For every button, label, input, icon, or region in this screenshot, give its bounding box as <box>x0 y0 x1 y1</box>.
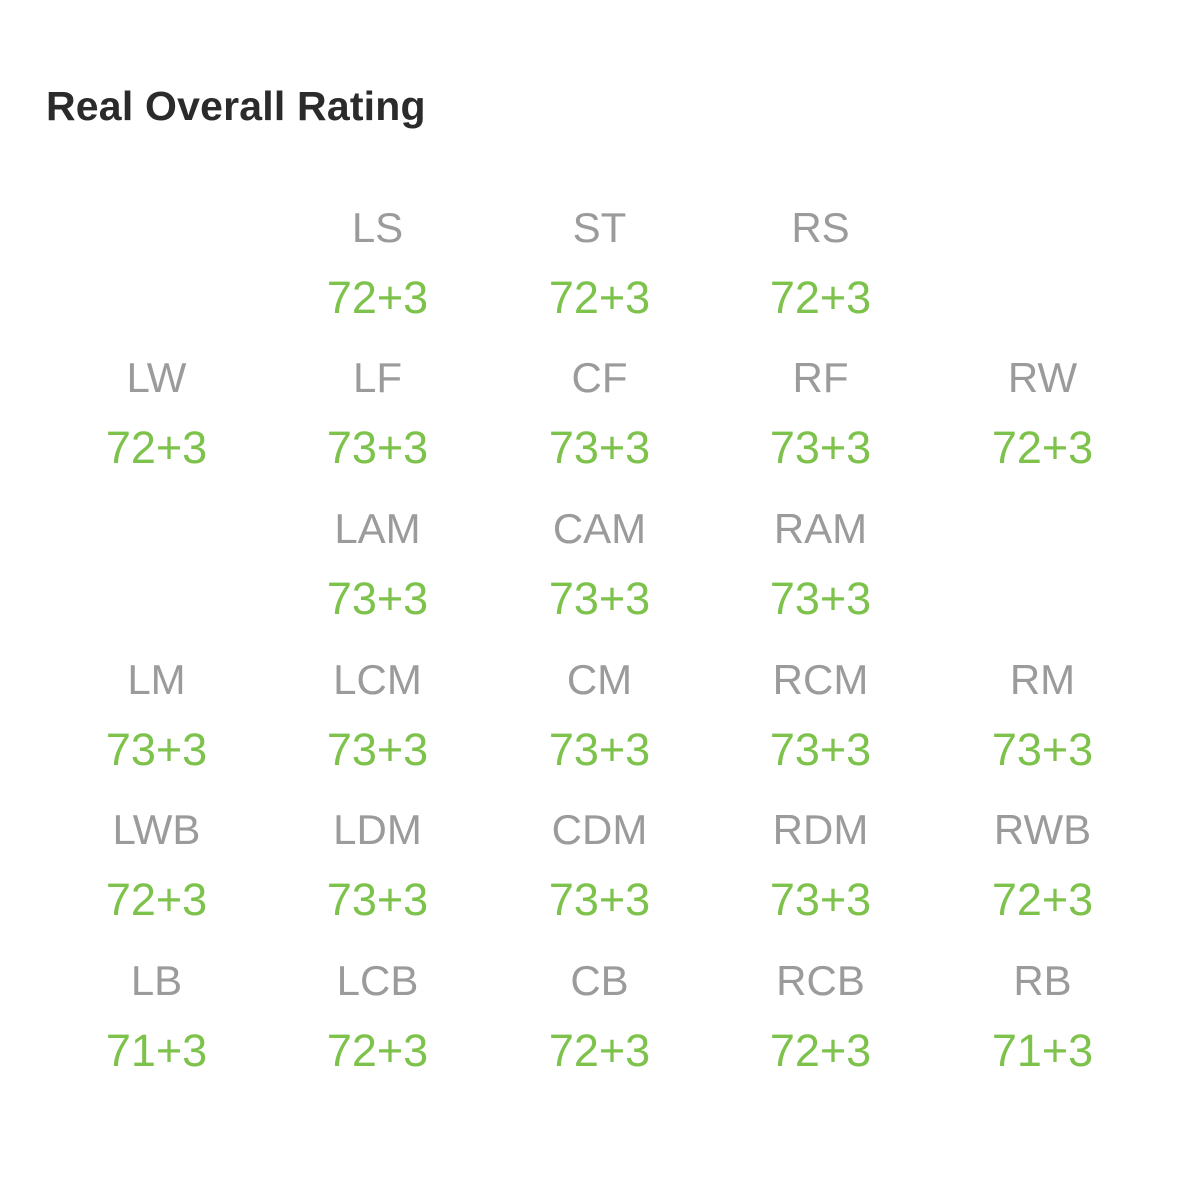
position-label: LB <box>130 957 183 1004</box>
position-label: LWB <box>112 806 201 853</box>
position-cell-rcm: RCM 73+3 <box>710 645 931 785</box>
position-label: RWB <box>993 806 1092 853</box>
rating-value: 72+3 <box>991 874 1094 925</box>
position-cell-rw: RW 72+3 <box>932 343 1153 483</box>
position-cell-cf: CF 73+3 <box>489 343 710 483</box>
position-label: CDM <box>551 806 648 853</box>
position-label: CB <box>570 957 629 1004</box>
position-label: RW <box>1007 354 1078 401</box>
rating-value: 73+3 <box>326 874 429 925</box>
rating-value: 73+3 <box>769 422 872 473</box>
position-label: RB <box>1013 957 1072 1004</box>
rating-value: 73+3 <box>105 724 208 775</box>
position-cell-rdm: RDM 73+3 <box>710 795 931 935</box>
position-label: LS <box>351 204 404 251</box>
position-cell-lcm: LCM 73+3 <box>267 645 488 785</box>
position-cell-lf: LF 73+3 <box>267 343 488 483</box>
rating-value: 73+3 <box>548 874 651 925</box>
position-label: RDM <box>772 806 869 853</box>
position-label: LW <box>126 354 187 401</box>
position-label: ST <box>572 204 627 251</box>
rating-value: 72+3 <box>769 1025 872 1076</box>
position-cell-rb: RB 71+3 <box>932 946 1153 1086</box>
position-label: LCM <box>333 656 422 703</box>
position-label: RCB <box>776 957 865 1004</box>
position-label: LCB <box>336 957 419 1004</box>
position-cell-lwb: LWB 72+3 <box>46 795 267 935</box>
position-cell-cam: CAM 73+3 <box>489 494 710 634</box>
position-label: LF <box>352 354 402 401</box>
rating-value: 72+3 <box>548 272 651 323</box>
position-cell-ldm: LDM 73+3 <box>267 795 488 935</box>
position-label: RCM <box>772 656 869 703</box>
rating-value: 72+3 <box>548 1025 651 1076</box>
position-label: LDM <box>333 806 422 853</box>
position-label: CAM <box>552 505 647 552</box>
rating-value: 73+3 <box>548 422 651 473</box>
position-cell-lam: LAM 73+3 <box>267 494 488 634</box>
rating-value: 73+3 <box>991 724 1094 775</box>
position-cell-cb: CB 72+3 <box>489 946 710 1086</box>
position-label: CF <box>571 354 628 401</box>
position-cell-rf: RF 73+3 <box>710 343 931 483</box>
position-label: RF <box>792 354 849 401</box>
rating-value: 72+3 <box>105 422 208 473</box>
position-label: CM <box>566 656 633 703</box>
position-cell-lm: LM 73+3 <box>46 645 267 785</box>
rating-value: 72+3 <box>991 422 1094 473</box>
position-label: LAM <box>334 505 421 552</box>
position-cell-lcb: LCB 72+3 <box>267 946 488 1086</box>
rating-value: 71+3 <box>991 1025 1094 1076</box>
position-cell-st: ST 72+3 <box>489 193 710 333</box>
position-ratings-grid: LS 72+3 ST 72+3 RS 72+3 LW 72+3 LF 73+3 … <box>46 0 1154 1181</box>
rating-value: 72+3 <box>326 272 429 323</box>
rating-value: 73+3 <box>548 573 651 624</box>
rating-value: 72+3 <box>105 874 208 925</box>
position-label: RAM <box>773 505 868 552</box>
position-label: RS <box>791 204 850 251</box>
page-title: Real Overall Rating <box>46 83 426 129</box>
position-cell-rs: RS 72+3 <box>710 193 931 333</box>
position-cell-rcb: RCB 72+3 <box>710 946 931 1086</box>
position-label: RM <box>1009 656 1076 703</box>
position-cell-rwb: RWB 72+3 <box>932 795 1153 935</box>
rating-value: 72+3 <box>326 1025 429 1076</box>
rating-value: 71+3 <box>105 1025 208 1076</box>
position-cell-lw: LW 72+3 <box>46 343 267 483</box>
position-cell-cm: CM 73+3 <box>489 645 710 785</box>
position-cell-cdm: CDM 73+3 <box>489 795 710 935</box>
rating-value: 73+3 <box>769 573 872 624</box>
position-cell-ram: RAM 73+3 <box>710 494 931 634</box>
position-label: LM <box>127 656 186 703</box>
position-cell-rm: RM 73+3 <box>932 645 1153 785</box>
rating-value: 72+3 <box>769 272 872 323</box>
rating-value: 73+3 <box>326 422 429 473</box>
rating-value: 73+3 <box>326 573 429 624</box>
rating-value: 73+3 <box>769 874 872 925</box>
position-cell-lb: LB 71+3 <box>46 946 267 1086</box>
rating-value: 73+3 <box>326 724 429 775</box>
position-cell-ls: LS 72+3 <box>267 193 488 333</box>
rating-value: 73+3 <box>769 724 872 775</box>
rating-value: 73+3 <box>548 724 651 775</box>
